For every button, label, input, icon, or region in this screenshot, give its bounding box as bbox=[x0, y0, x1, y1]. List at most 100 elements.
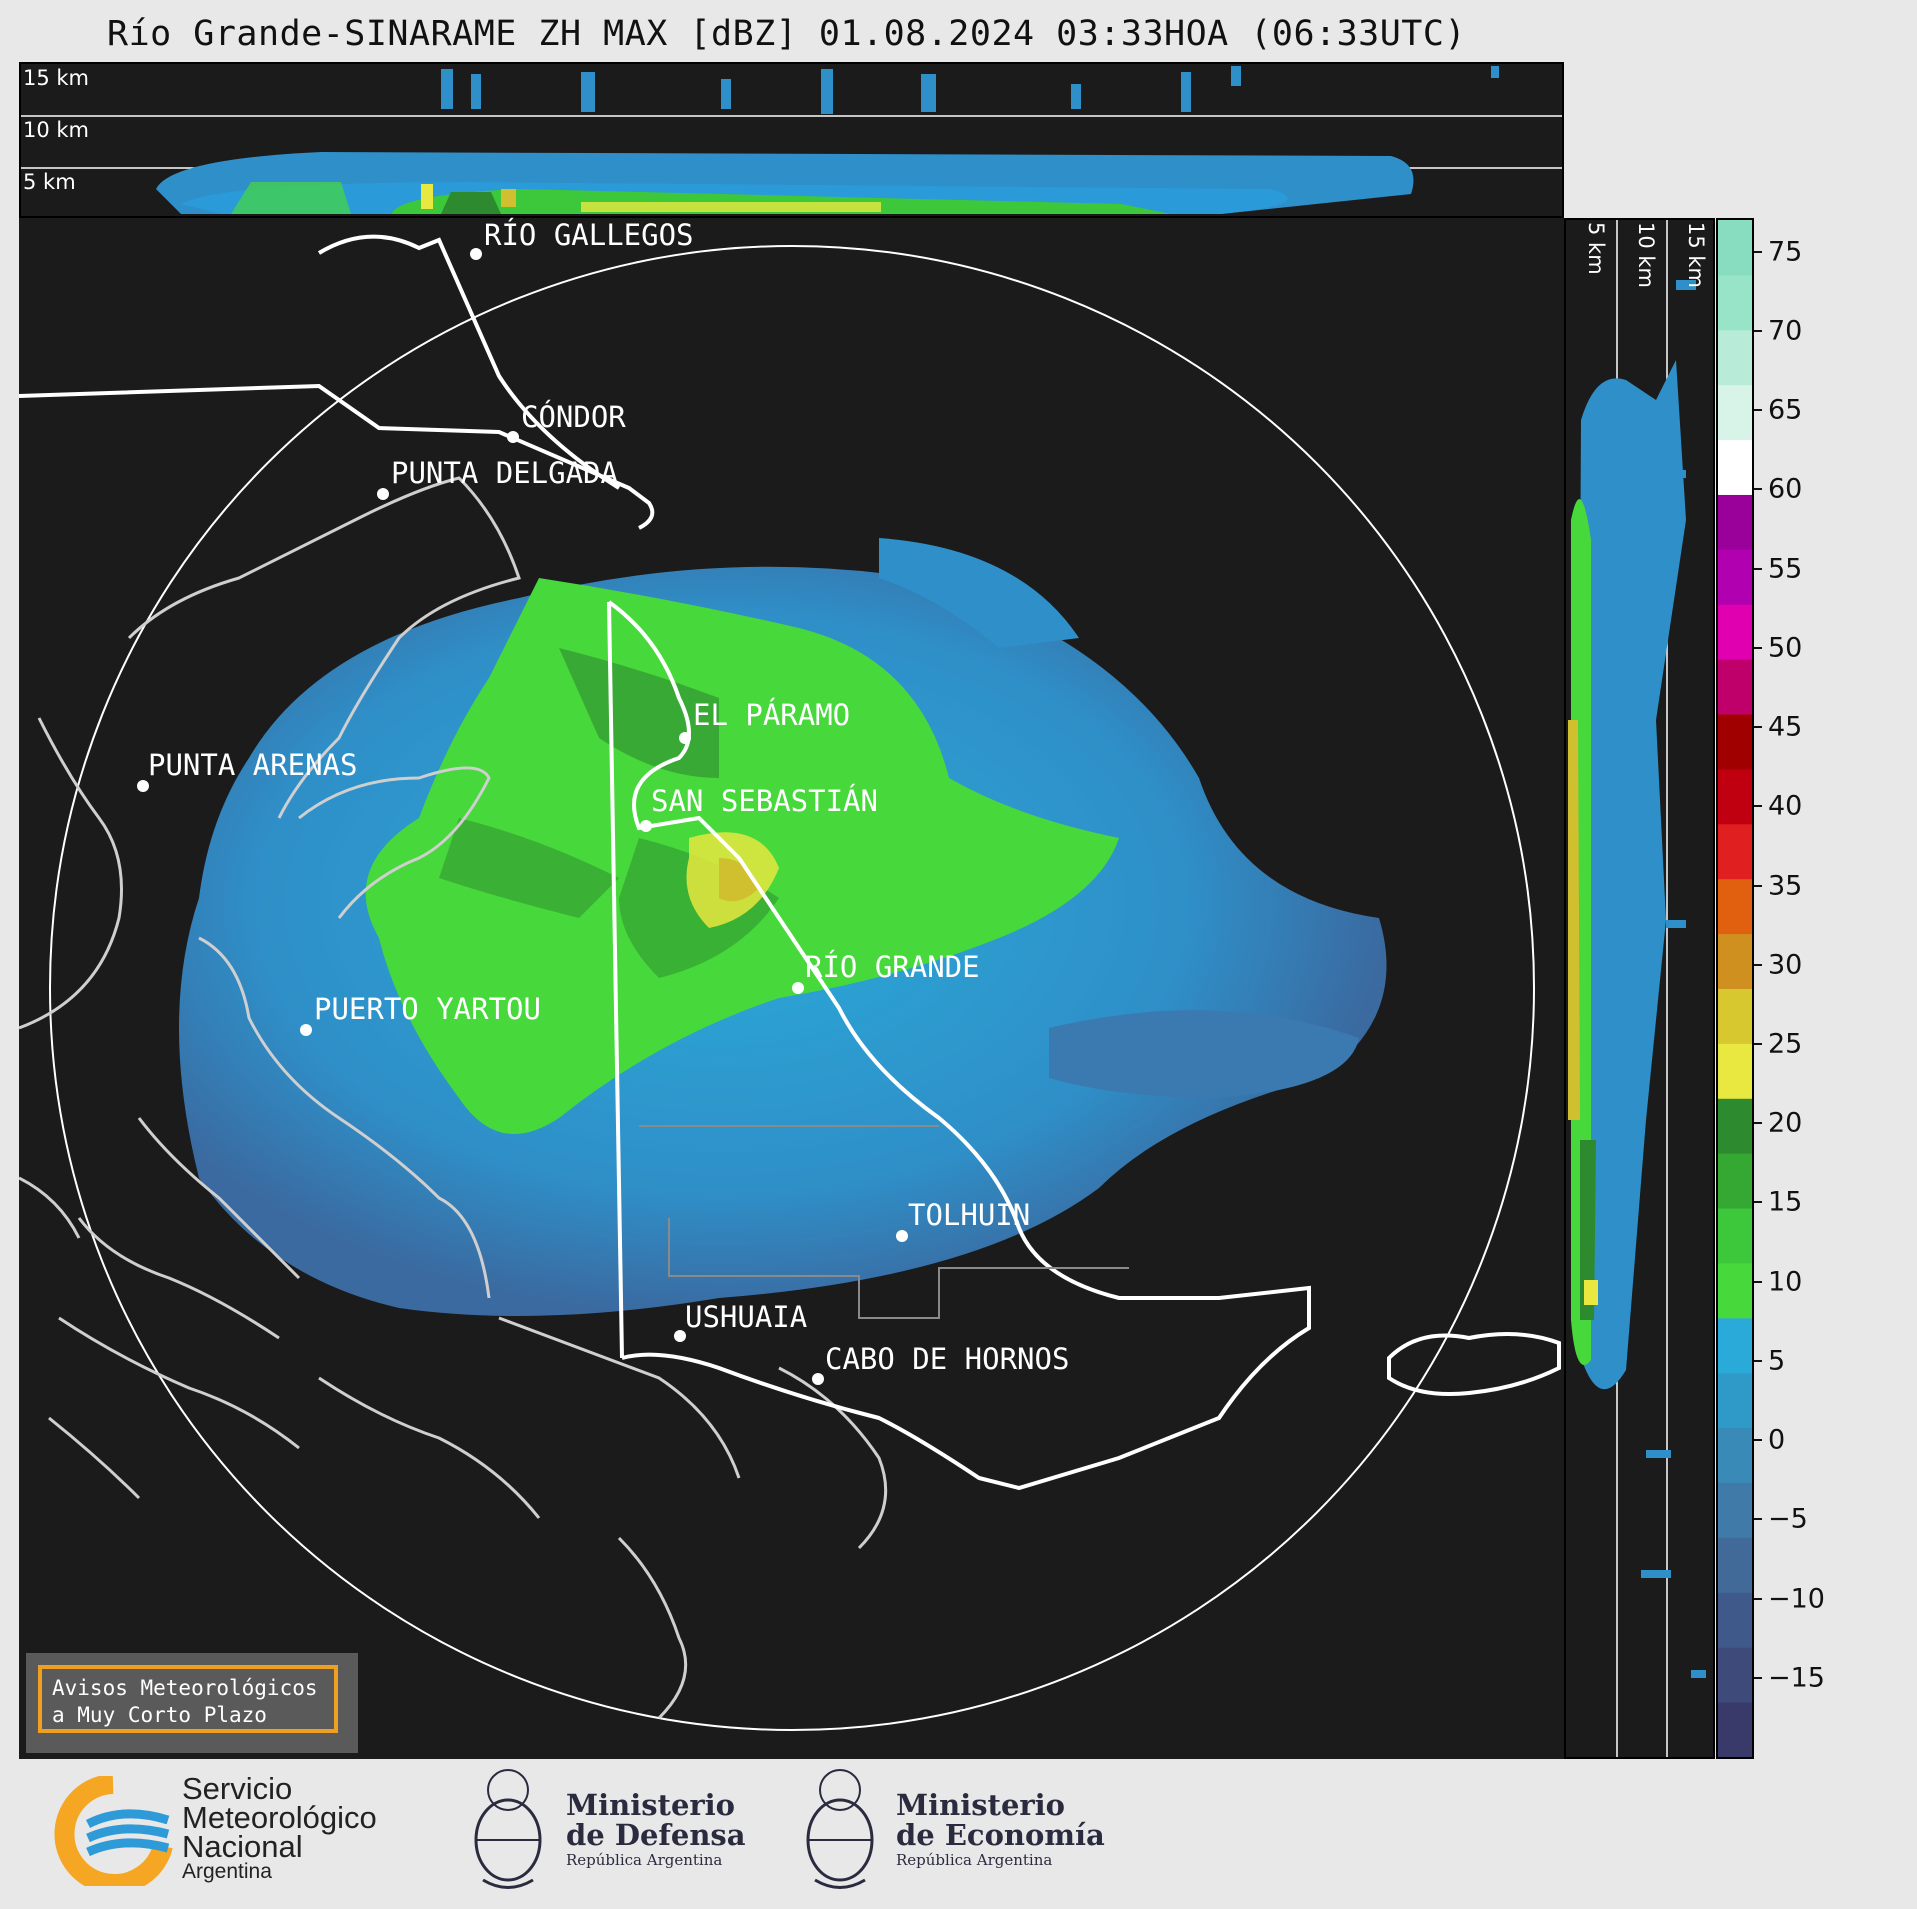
colorbar-tick-mark bbox=[1754, 409, 1762, 412]
side-cross-section-panel: 5 km 10 km 15 km bbox=[1564, 218, 1715, 1759]
colorbar-segment bbox=[1718, 604, 1752, 660]
colorbar-tick-label: 70 bbox=[1768, 315, 1803, 347]
colorbar-tick-label: 55 bbox=[1768, 553, 1803, 585]
colorbar-tick-mark bbox=[1754, 1439, 1762, 1442]
defensa-line1: Ministerio bbox=[566, 1788, 736, 1822]
colorbar-tick-mark bbox=[1754, 963, 1762, 966]
colorbar-segment bbox=[1718, 1592, 1752, 1648]
colorbar-tick-mark bbox=[1754, 1122, 1762, 1125]
side-level-10km: 10 km bbox=[1634, 222, 1658, 289]
colorbar-tick-mark bbox=[1754, 329, 1762, 332]
radar-map-panel[interactable]: RÍO GALLEGOS CÓNDOR PUNTA DELGADA EL PÁR… bbox=[19, 218, 1564, 1759]
economia-line3: República Argentina bbox=[896, 1851, 1053, 1869]
colorbar-tick-label: 35 bbox=[1768, 870, 1803, 901]
city-label-punta-arenas: PUNTA ARENAS bbox=[148, 748, 358, 782]
colorbar-segment bbox=[1718, 1153, 1752, 1209]
colorbar-tick-label: 75 bbox=[1768, 236, 1803, 268]
city-dot-puerto-yartou bbox=[300, 1024, 312, 1036]
economia-line1: Ministerio bbox=[896, 1788, 1066, 1822]
colorbar-tick-label: −15 bbox=[1768, 1662, 1825, 1694]
defensa-seal-icon bbox=[468, 1760, 548, 1895]
colorbar-segment bbox=[1718, 384, 1752, 441]
side-level-15km: 15 km bbox=[1684, 222, 1708, 289]
colorbar-segment bbox=[1718, 1262, 1752, 1319]
city-dot-rio-grande bbox=[792, 982, 804, 994]
colorbar-tick-mark bbox=[1754, 646, 1762, 649]
colorbar-tick-mark bbox=[1754, 1280, 1762, 1283]
city-label-cabo-de-hornos: CABO DE HORNOS bbox=[825, 1342, 1070, 1376]
economia-seal-icon bbox=[800, 1760, 880, 1895]
city-dot-san-sebastian bbox=[640, 820, 652, 832]
colorbar-segment bbox=[1718, 1537, 1752, 1593]
colorbar-segment bbox=[1718, 714, 1752, 770]
colorbar-gradient bbox=[1718, 220, 1752, 1757]
colorbar-tick-mark bbox=[1754, 805, 1762, 808]
colorbar-tick-label: 60 bbox=[1768, 473, 1803, 505]
side-level-5km: 5 km bbox=[1584, 222, 1608, 275]
warning-box[interactable]: Avisos Meteorológicos a Muy Corto Plazo bbox=[26, 1653, 358, 1753]
smn-logo-text: Servicio Meteorológico Nacional Argentin… bbox=[182, 1771, 377, 1883]
colorbar-segment bbox=[1718, 933, 1752, 989]
city-label-san-sebastian: SAN SEBASTIÁN bbox=[651, 784, 878, 818]
colorbar-tick-mark bbox=[1754, 488, 1762, 491]
colorbar-tick-label: 65 bbox=[1768, 394, 1803, 426]
colorbar-tick-label: 25 bbox=[1768, 1028, 1803, 1060]
colorbar-tick-label: 40 bbox=[1768, 790, 1803, 822]
top-level-15km: 15 km bbox=[23, 66, 90, 90]
colorbar-segment bbox=[1718, 823, 1752, 880]
colorbar-segment bbox=[1718, 329, 1752, 386]
colorbar-segment bbox=[1718, 1482, 1752, 1538]
smn-line1: Servicio bbox=[182, 1771, 293, 1806]
city-label-el-paramo: EL PÁRAMO bbox=[693, 698, 851, 732]
colorbar-tick-label: 20 bbox=[1768, 1107, 1803, 1139]
city-dot-rio-gallegos bbox=[470, 248, 482, 260]
colorbar-tick-mark bbox=[1754, 884, 1762, 887]
colorbar-tick-label: 30 bbox=[1768, 949, 1803, 981]
colorbar-tick-mark bbox=[1754, 567, 1762, 570]
colorbar-segment bbox=[1718, 988, 1752, 1044]
colorbar-segment bbox=[1718, 1647, 1752, 1703]
economia-line2: de Economía bbox=[896, 1818, 1105, 1852]
colorbar-tick-label: 0 bbox=[1768, 1424, 1786, 1456]
city-label-rio-grande: RÍO GRANDE bbox=[805, 950, 980, 984]
city-dot-ushuaia bbox=[674, 1330, 686, 1342]
colorbar-tick-mark bbox=[1754, 250, 1762, 253]
colorbar-tick-label: −10 bbox=[1768, 1583, 1825, 1615]
colorbar-tick-mark bbox=[1754, 1359, 1762, 1362]
colorbar-segment bbox=[1718, 1372, 1752, 1429]
colorbar-segment bbox=[1718, 549, 1752, 605]
colorbar-tick-label: 50 bbox=[1768, 632, 1803, 664]
smn-line4: Argentina bbox=[182, 1860, 272, 1883]
top-level-10km: 10 km bbox=[23, 118, 90, 142]
city-label-rio-gallegos: RÍO GALLEGOS bbox=[484, 218, 694, 252]
colorbar-segment bbox=[1718, 1427, 1752, 1484]
top-cross-section-panel: 15 km 10 km 5 km bbox=[19, 62, 1564, 218]
colorbar-tick-label: −5 bbox=[1768, 1503, 1808, 1535]
colorbar-segment bbox=[1718, 494, 1752, 550]
city-label-punta-delgada: PUNTA DELGADA bbox=[391, 456, 618, 490]
colorbar-segment bbox=[1718, 1043, 1752, 1099]
city-dot-condor bbox=[507, 431, 519, 443]
radar-map-graphic bbox=[19, 234, 1561, 1731]
colorbar-tick-mark bbox=[1754, 1597, 1762, 1600]
colorbar-tick-label: 15 bbox=[1768, 1186, 1803, 1218]
defensa-line3: República Argentina bbox=[566, 1851, 723, 1869]
colorbar-segment bbox=[1718, 1317, 1752, 1374]
city-dot-punta-delgada bbox=[377, 488, 389, 500]
colorbar-segment bbox=[1718, 439, 1752, 495]
colorbar-tick-label: 45 bbox=[1768, 711, 1803, 743]
city-dot-punta-arenas bbox=[137, 780, 149, 792]
colorbar-segment bbox=[1718, 878, 1752, 935]
city-dot-el-paramo bbox=[679, 732, 691, 744]
city-label-puerto-yartou: PUERTO YARTOU bbox=[314, 992, 541, 1026]
smn-line3: Nacional bbox=[182, 1829, 303, 1864]
colorbar-segment bbox=[1718, 1208, 1752, 1264]
colorbar-tick-mark bbox=[1754, 1676, 1762, 1679]
smn-logo bbox=[48, 1774, 178, 1894]
top-level-5km: 5 km bbox=[23, 170, 76, 194]
colorbar-segment bbox=[1718, 659, 1752, 715]
defensa-logo-text: Ministerio de Defensa República Argentin… bbox=[566, 1790, 746, 1870]
smn-line2: Meteorológico bbox=[182, 1800, 377, 1835]
warning-box-text: Avisos Meteorológicos a Muy Corto Plazo bbox=[38, 1665, 338, 1733]
smn-logo-icon bbox=[54, 1774, 173, 1894]
